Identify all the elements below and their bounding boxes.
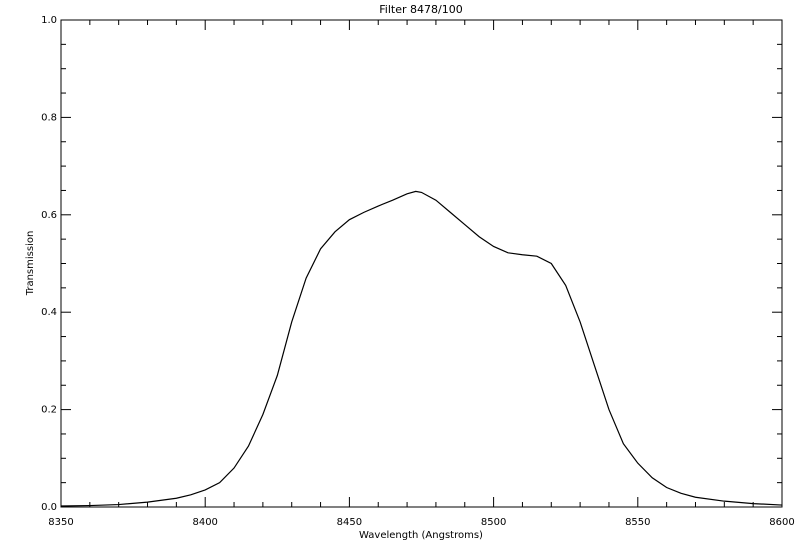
- x-tick-label: 8550: [625, 517, 650, 528]
- chart-title: Filter 8478/100: [379, 3, 462, 16]
- x-tick-label: 8350: [48, 517, 73, 528]
- y-tick-label: 1.0: [41, 15, 57, 26]
- y-tick-label: 0.8: [41, 112, 57, 123]
- plot-frame: [60, 19, 783, 508]
- y-axis-label: Transmission: [25, 231, 36, 297]
- x-tick-label: 8500: [481, 517, 506, 528]
- y-tick-label: 0.2: [41, 405, 57, 416]
- y-tick-label: 0.0: [41, 502, 57, 513]
- y-tick-label: 0.6: [41, 210, 57, 221]
- x-tick-label: 8600: [769, 517, 794, 528]
- x-axis-label: Wavelength (Angstroms): [359, 530, 483, 541]
- x-tick-label: 8400: [192, 517, 217, 528]
- y-tick-label: 0.4: [41, 307, 57, 318]
- data-line: [60, 190, 783, 507]
- x-tick-label: 8450: [337, 517, 362, 528]
